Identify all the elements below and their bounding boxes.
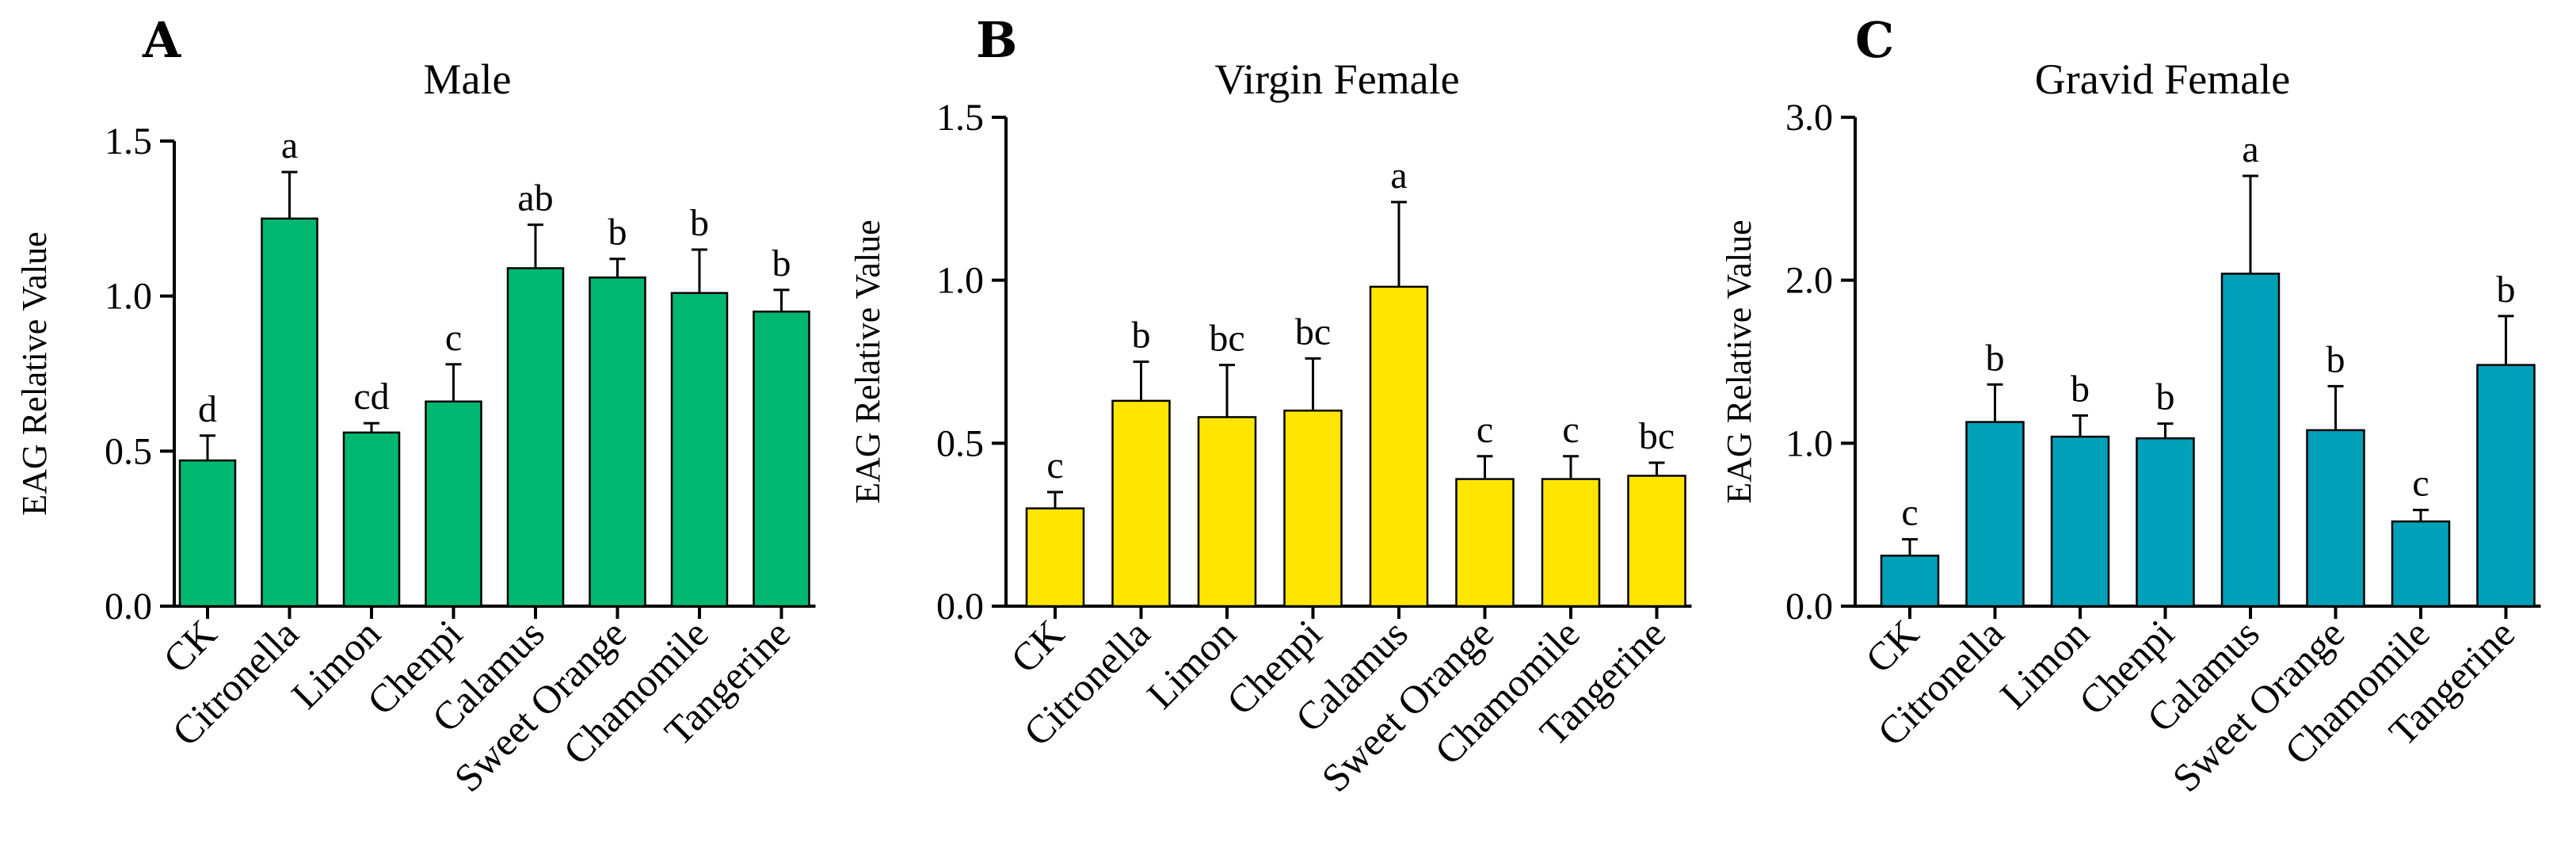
- significance-label: c: [1477, 409, 1493, 451]
- y-axis-label: EAG Relative Value: [848, 219, 887, 503]
- bar-chenpi: [1283, 409, 1343, 608]
- significance-label: b: [690, 202, 709, 244]
- y-tick-label: 1.0: [936, 260, 984, 302]
- panel-letter: C: [1855, 11, 1894, 69]
- panel-letter: A: [142, 11, 181, 69]
- bar-chamomile: [670, 292, 729, 608]
- significance-label: b: [772, 242, 791, 284]
- significance-label: b: [2326, 338, 2345, 380]
- x-tick-label: CK: [1857, 611, 1927, 681]
- bar-sweet-orange: [1455, 478, 1515, 608]
- bar-tangerine: [1627, 475, 1686, 608]
- panel-letter: B: [976, 11, 1017, 69]
- x-tick-label: CK: [154, 611, 225, 681]
- bar-limon: [342, 431, 401, 608]
- chart-title: Gravid Female: [2035, 55, 2290, 103]
- bar-limon: [2050, 435, 2110, 608]
- significance-label: c: [1046, 445, 1063, 487]
- bar-tangerine: [753, 310, 810, 608]
- y-axis-label: EAG Relative Value: [15, 231, 54, 515]
- significance-label: a: [1390, 155, 1407, 197]
- significance-label: b: [2156, 376, 2175, 418]
- significance-label: c: [1901, 492, 1918, 534]
- significance-label: c: [2412, 463, 2429, 505]
- bar-chenpi: [2136, 437, 2195, 608]
- y-tick-label: 1.5: [936, 97, 984, 139]
- significance-label: b: [1132, 315, 1151, 357]
- bar-sweet-orange: [589, 276, 646, 608]
- y-tick-label: 3.0: [1785, 97, 1833, 139]
- significance-label: b: [2497, 269, 2516, 311]
- bar-chenpi: [425, 400, 482, 608]
- significance-label: a: [2242, 128, 2258, 170]
- significance-label: cd: [353, 376, 389, 418]
- bar-calamus: [506, 267, 565, 608]
- bar-ck: [1880, 554, 1940, 608]
- y-tick-label: 1.5: [105, 120, 152, 162]
- bar-chamomile: [2391, 520, 2451, 608]
- x-tick-label: CK: [1002, 611, 1073, 681]
- panel-c: C Gravid Female EAG Relative Value 0.0 1.0 2.…: [1720, 11, 2541, 800]
- chart-title: Male: [424, 55, 512, 103]
- bar-calamus: [1369, 285, 1429, 608]
- bar-citronella: [261, 217, 318, 608]
- significance-label: bc: [1639, 415, 1675, 457]
- y-tick-label: 0.0: [1785, 586, 1833, 628]
- significance-label: a: [281, 124, 298, 166]
- y-tick-label: 0.0: [936, 586, 984, 628]
- significance-label: bc: [1209, 318, 1244, 360]
- bar-limon: [1197, 416, 1257, 608]
- bar-tangerine: [2476, 364, 2536, 608]
- bar-citronella: [1111, 399, 1171, 608]
- y-axis-label: EAG Relative Value: [1720, 219, 1759, 503]
- bar-sweet-orange: [2306, 429, 2365, 608]
- bar-ck: [1025, 507, 1085, 608]
- y-tick-label: 0.5: [936, 422, 984, 464]
- significance-label: b: [2071, 368, 2090, 410]
- y-tick-label: 1.0: [1785, 422, 1833, 464]
- bar-ck: [178, 459, 237, 608]
- significance-label: bc: [1295, 311, 1331, 353]
- bar-calamus: [2220, 273, 2281, 608]
- y-tick-label: 0.0: [105, 586, 152, 628]
- bar-chamomile: [1541, 478, 1601, 608]
- y-tick-label: 1.0: [105, 276, 152, 318]
- panel-b: B Virgin Female EAG Relative Value 0.0 0.5 1.…: [848, 11, 1692, 800]
- significance-label: b: [1986, 337, 2005, 379]
- significance-label: c: [445, 317, 462, 359]
- significance-label: c: [1562, 409, 1579, 451]
- significance-label: b: [608, 212, 627, 254]
- y-tick-label: 0.5: [105, 430, 152, 472]
- y-tick-label: 2.0: [1785, 260, 1833, 302]
- chart-title: Virgin Female: [1214, 55, 1459, 103]
- significance-label: d: [198, 388, 217, 430]
- significance-label: ab: [517, 177, 553, 219]
- bar-citronella: [1965, 421, 2025, 608]
